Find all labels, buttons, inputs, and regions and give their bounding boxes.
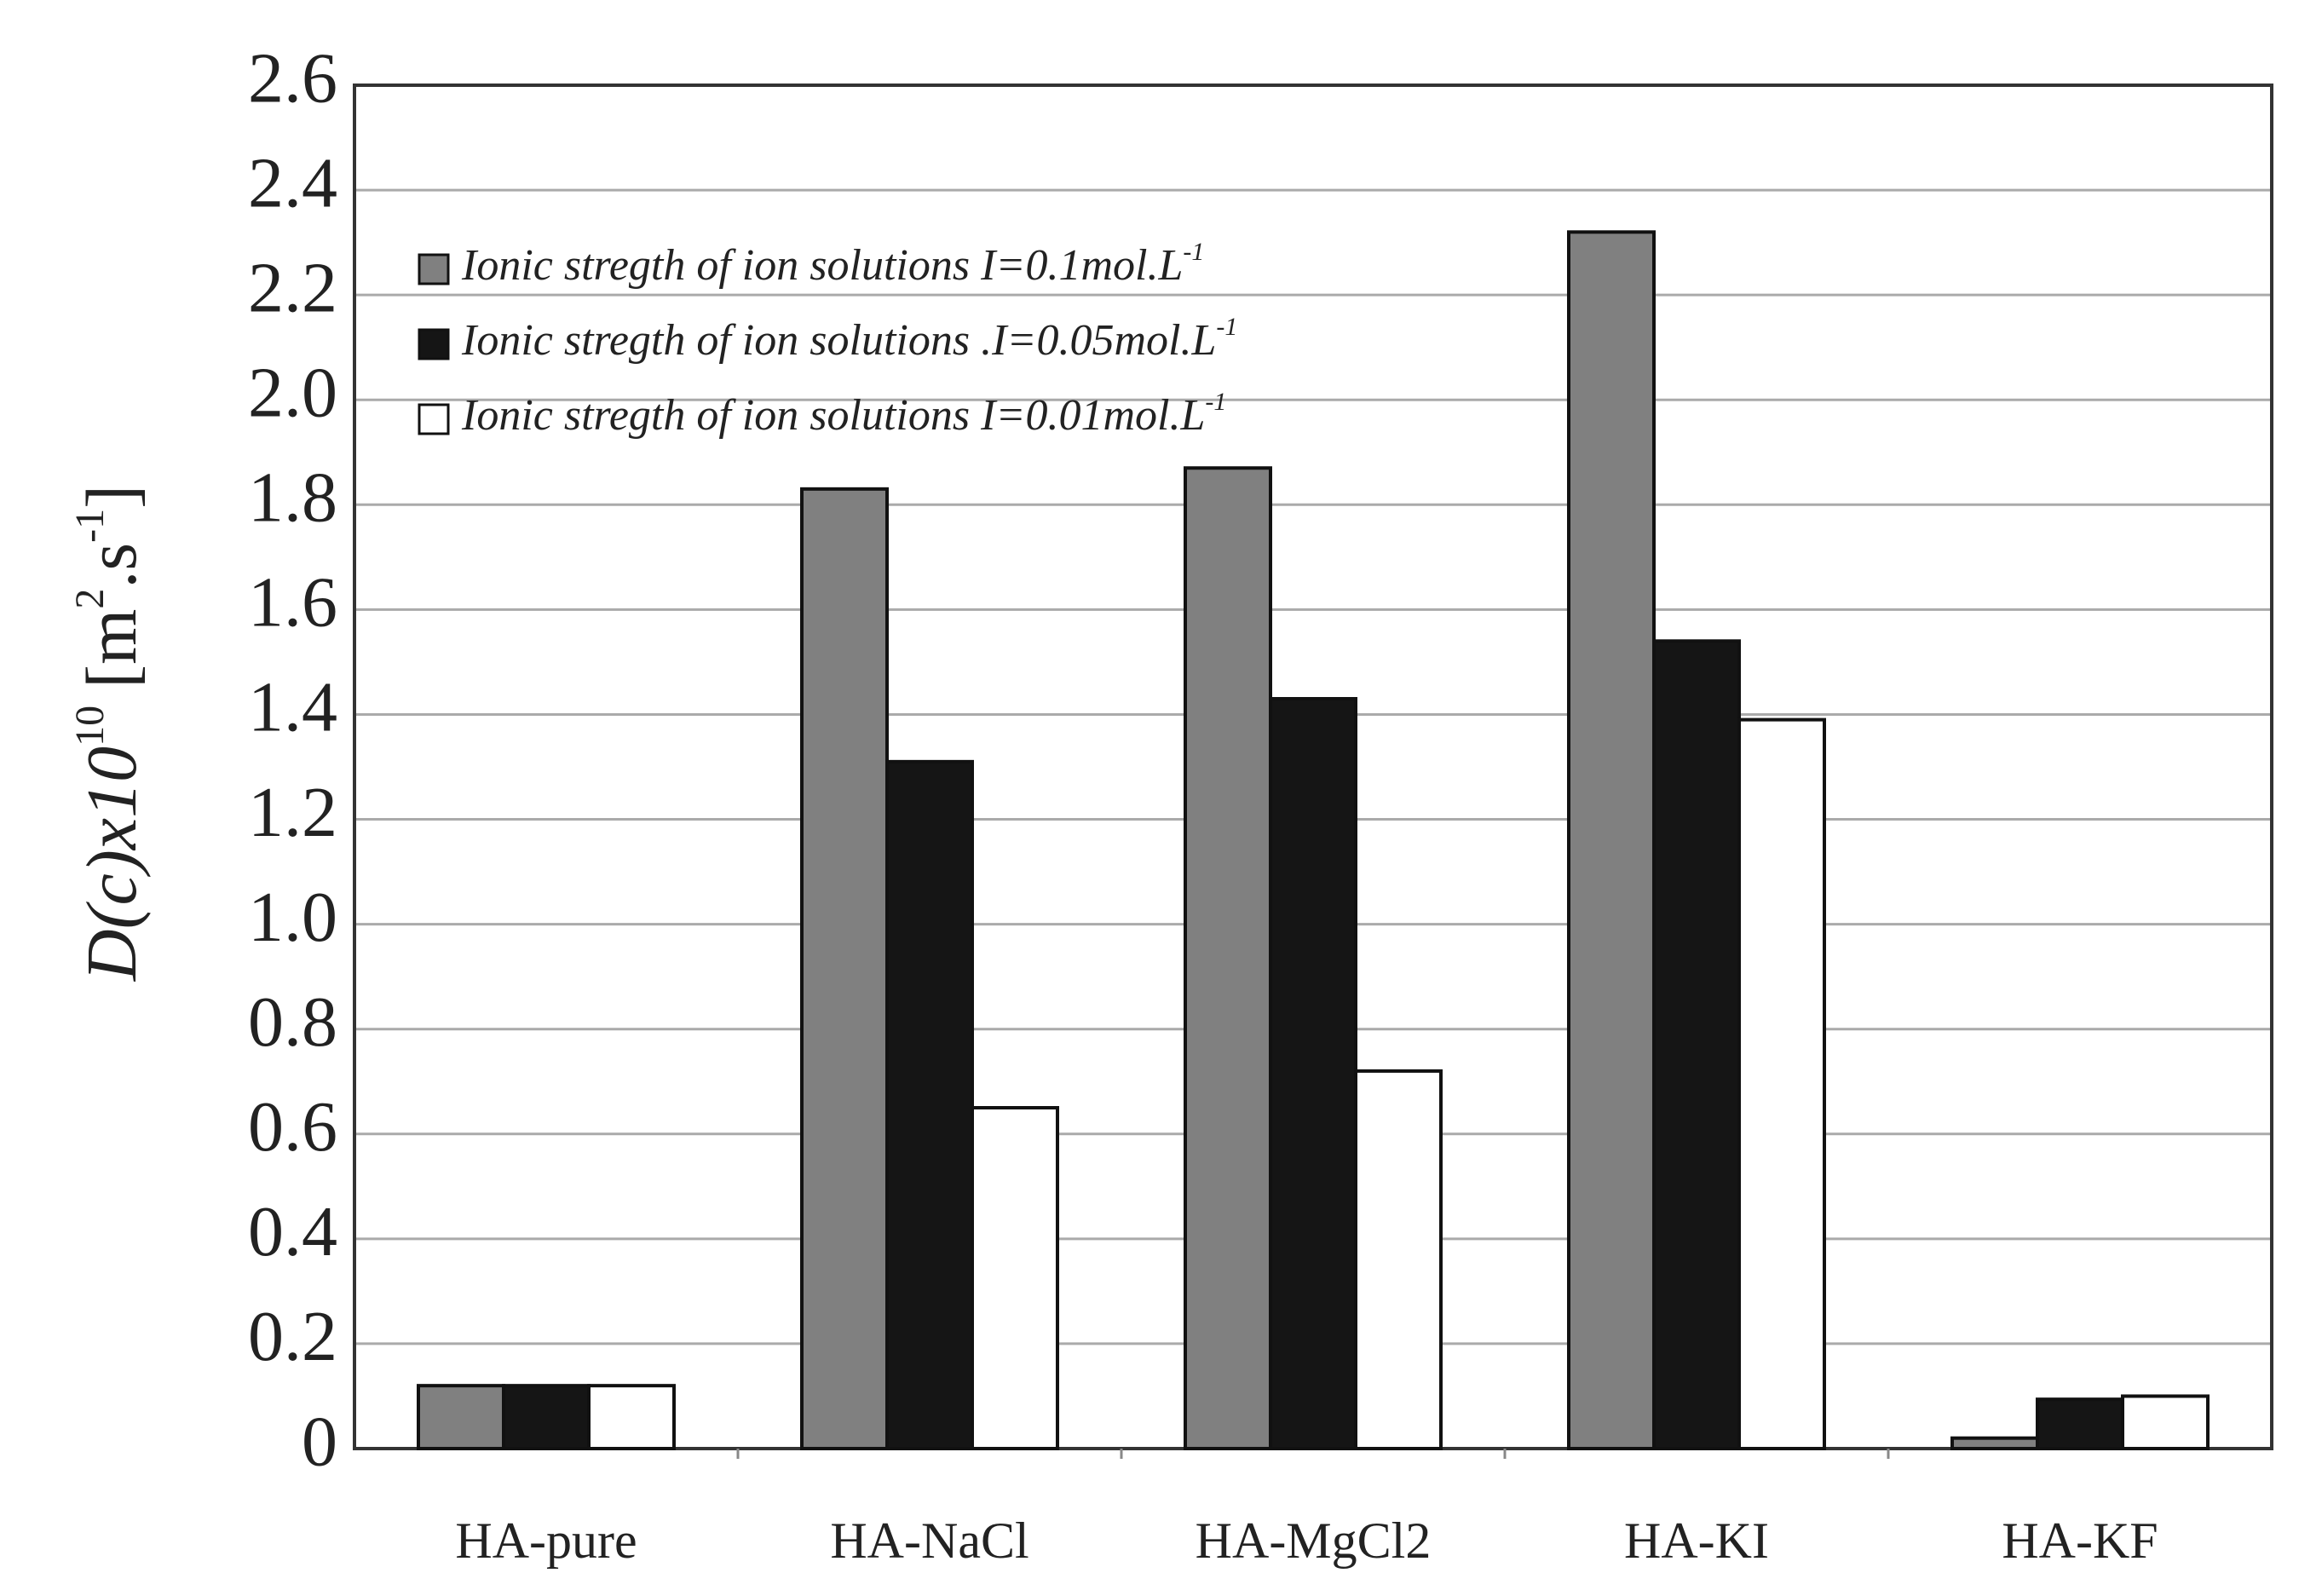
y-label-main: D(c)x10: [72, 746, 152, 982]
bar: [1269, 697, 1357, 1450]
legend-swatch: [418, 328, 450, 360]
y-tick-label: 0.8: [248, 982, 337, 1062]
legend-name: Ionic stregth of ion solutions I=0.01mol…: [461, 391, 1205, 440]
y-tick-label: 0: [302, 1402, 337, 1481]
y-axis-label: D(c)x1010 [m2.s-1]: [67, 485, 152, 982]
bar: [800, 487, 889, 1450]
legend-name: Ionic stregth of ion solutions I=0.1mol.…: [461, 241, 1183, 290]
legend-sup: -1: [1216, 313, 1237, 341]
bar: [587, 1384, 676, 1450]
bar: [502, 1384, 591, 1450]
x-tick-label: HA-pure: [455, 1512, 637, 1569]
legend-swatch: [418, 253, 450, 285]
x-tick-label: HA-NaCl: [830, 1512, 1028, 1569]
x-tick-label: HA-MgCl2: [1196, 1512, 1432, 1569]
bar: [1737, 717, 1826, 1450]
y-label-unit-exp: -1: [67, 509, 112, 543]
legend-sup: -1: [1205, 388, 1226, 416]
y-tick-label: 0.2: [248, 1297, 337, 1376]
y-tick-label: 0.6: [248, 1087, 337, 1167]
bar: [971, 1106, 1059, 1450]
bar: [1950, 1436, 2039, 1450]
bar: [1354, 1069, 1443, 1451]
y-label-exp: 10: [67, 706, 112, 746]
legend-sup: -1: [1183, 238, 1204, 266]
legend-label: Ionic stregth of ion solutions .I=0.05mo…: [461, 313, 1237, 365]
bar: [2121, 1394, 2210, 1451]
legend-label: Ionic stregth of ion solutions I=0.01mol…: [461, 388, 1226, 440]
bar: [1652, 639, 1741, 1450]
bar: [2036, 1397, 2124, 1450]
x-tick-label: HA-KF: [2002, 1512, 2158, 1569]
y-label-unit: [m: [72, 609, 152, 689]
y-tick-label: 2.0: [248, 354, 337, 433]
bar: [1567, 230, 1656, 1450]
y-tick-label: 1.8: [248, 458, 337, 538]
legend-name: Ionic stregth of ion solutions .I=0.05mo…: [461, 316, 1216, 365]
bar: [1184, 466, 1272, 1451]
y-tick-label: 2.6: [248, 38, 337, 118]
y-tick-label: 1.0: [248, 878, 337, 957]
y-label-unit-mid: .s: [72, 543, 152, 589]
y-tick-label: 1.2: [248, 773, 337, 852]
y-tick-label: 2.4: [248, 143, 337, 222]
x-tick-label: HA-KI: [1624, 1512, 1769, 1569]
y-axis-label-text: D(c)x1010 [m2.s-1]: [67, 485, 152, 982]
bar: [885, 759, 974, 1450]
legend-label: Ionic stregth of ion solutions I=0.1mol.…: [461, 238, 1204, 290]
bar: [417, 1384, 505, 1450]
y-label-close: ]: [72, 485, 152, 509]
legend-swatch: [418, 403, 450, 435]
y-label-unit-exp: 2: [67, 589, 112, 609]
y-tick-label: 1.4: [248, 668, 337, 747]
y-tick-label: 1.6: [248, 563, 337, 642]
y-tick-label: 0.4: [248, 1192, 337, 1271]
y-tick-label: 2.2: [248, 248, 337, 327]
